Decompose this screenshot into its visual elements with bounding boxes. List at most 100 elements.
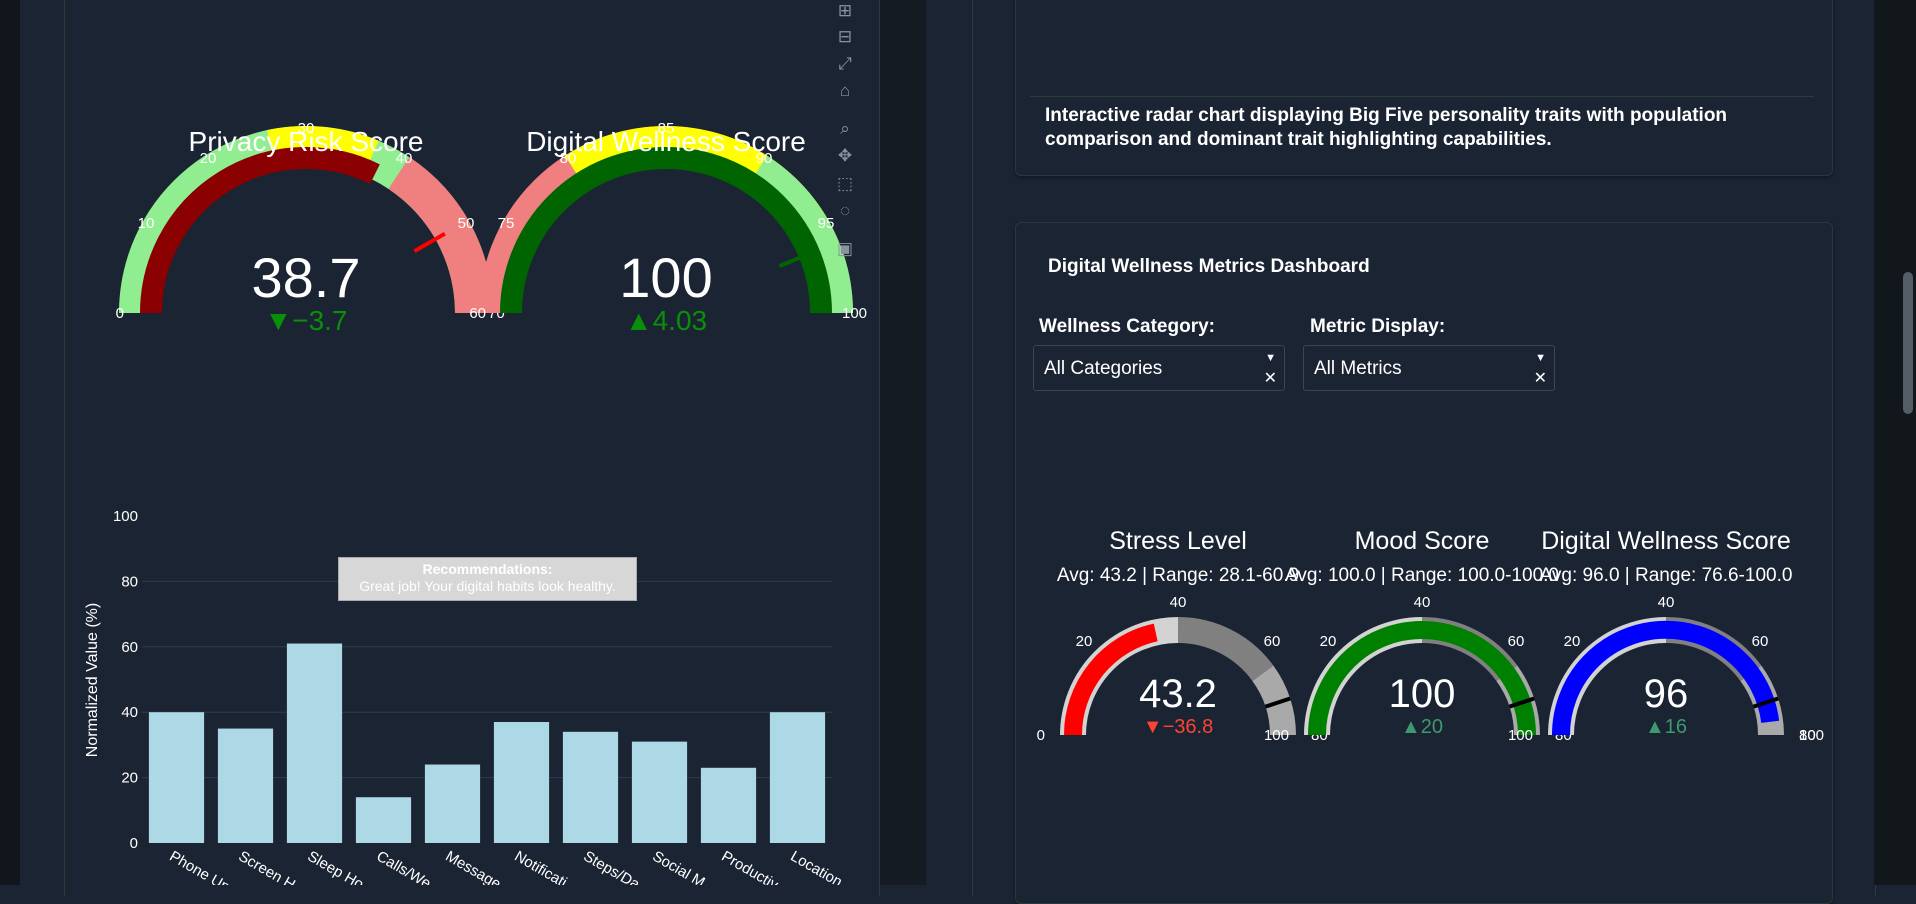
gauge-value: 100 bbox=[1389, 672, 1456, 716]
gauge-subtitle: Avg: 100.0 | Range: 100.0-100.0 bbox=[1285, 565, 1559, 586]
bar[interactable] bbox=[148, 712, 205, 843]
gauge-value: 43.2 bbox=[1139, 672, 1217, 716]
gauge-value: 38.7 bbox=[252, 246, 361, 309]
gauge-title: Mood Score bbox=[1355, 527, 1490, 555]
autoscale-icon[interactable]: ⤢ bbox=[838, 54, 852, 73]
gauge-band-mid bbox=[1177, 617, 1274, 682]
lasso-select-icon[interactable]: ◌ bbox=[839, 201, 851, 220]
bar[interactable] bbox=[286, 643, 343, 843]
zoom-in-icon[interactable]: ⊞ bbox=[837, 1, 853, 20]
dashboard-gauge: Digital Wellness Score Avg: 96.0 | Range:… bbox=[1508, 527, 1824, 744]
gauge-tick: 80 bbox=[560, 150, 577, 167]
pan-icon[interactable]: ✥ bbox=[837, 146, 853, 165]
gauge-title: Stress Level bbox=[1109, 527, 1247, 555]
gauge-title: Digital Wellness Score bbox=[526, 126, 806, 157]
gauge-tick: 40 bbox=[1414, 594, 1431, 611]
panel-gutter bbox=[880, 0, 926, 885]
gauge-tick: 40 bbox=[396, 150, 413, 167]
bar[interactable] bbox=[424, 764, 481, 843]
gauge-tick: 100 bbox=[1799, 727, 1824, 744]
box-select-icon[interactable]: ⬚ bbox=[836, 174, 854, 193]
x-tick-label: Steps/Da bbox=[581, 848, 644, 885]
gauge-tick: 60 bbox=[469, 305, 486, 322]
radar-chart-card bbox=[1015, 0, 1833, 176]
wellness-category-label: Wellness Category: bbox=[1039, 316, 1215, 337]
x-tick-label: Message bbox=[443, 848, 504, 885]
reset-axes-icon[interactable]: ⌂ bbox=[839, 81, 851, 100]
gauge-delta: ▲4.03 bbox=[625, 305, 707, 336]
gauge-value-bar bbox=[1064, 623, 1158, 736]
gauge-tick: 40 bbox=[1170, 594, 1187, 611]
scrollbar-thumb[interactable] bbox=[1903, 272, 1913, 414]
tooltip-text: Great job! Your digital habits look heal… bbox=[359, 578, 616, 594]
x-tick-label: Social M bbox=[650, 848, 708, 885]
bar[interactable] bbox=[631, 741, 688, 843]
gauge-value: 96 bbox=[1644, 672, 1689, 716]
gauge-value-bar bbox=[1308, 621, 1536, 736]
clear-icon[interactable]: ✕ bbox=[1533, 370, 1547, 387]
camera-icon[interactable]: ▣ bbox=[836, 239, 854, 258]
gauge-tick: 0 bbox=[1037, 727, 1045, 744]
zoom-out-icon[interactable]: ⊟ bbox=[837, 27, 853, 46]
gauge-tick: 30 bbox=[298, 120, 315, 137]
gauge-value-bar bbox=[1551, 620, 1780, 736]
clear-icon[interactable]: ✕ bbox=[1263, 370, 1277, 387]
bar[interactable] bbox=[562, 731, 619, 843]
gauge-tick: 20 bbox=[1320, 633, 1337, 650]
bar[interactable] bbox=[493, 722, 550, 843]
bar[interactable] bbox=[700, 767, 757, 843]
gauge-tick: 60 bbox=[1264, 633, 1281, 650]
gauge-tick: 60 bbox=[1752, 633, 1769, 650]
tooltip-title: Recommendations: bbox=[422, 561, 553, 577]
radar-card-description: Interactive radar chart displaying Big F… bbox=[1045, 105, 1728, 150]
x-tick-label: Phone Un bbox=[167, 848, 233, 885]
gauge-tick: 60 bbox=[1508, 633, 1525, 650]
x-tick-label: Screen H bbox=[236, 848, 299, 885]
bar[interactable] bbox=[355, 797, 412, 843]
left-gauges-chart: Privacy Risk Score 38.7 ▼−3.7 0 10 20 30… bbox=[116, 120, 867, 336]
recommendations-tooltip: Recommendations: Great job! Your digital… bbox=[338, 557, 637, 601]
gauge-tick: 75 bbox=[498, 215, 515, 232]
chart-x-ticks: Phone Un Screen H Sleep Ho Calls/We Message N… bbox=[167, 848, 846, 885]
gauge-tick: 95 bbox=[818, 215, 835, 232]
wellness-dashboard-card bbox=[1015, 222, 1833, 904]
gauge-delta: ▼−36.8 bbox=[1143, 716, 1213, 738]
y-tick-label: 40 bbox=[121, 704, 138, 721]
scrollbar-track[interactable] bbox=[1874, 0, 1916, 885]
wellness-category-select[interactable]: All Categories ▼ ✕ bbox=[1033, 345, 1285, 391]
chart-bars bbox=[148, 643, 826, 843]
dashboard-title: Digital Wellness Metrics Dashboard bbox=[1048, 256, 1370, 277]
x-tick-label: Notificati bbox=[512, 848, 570, 885]
select-value: All Categories bbox=[1044, 358, 1163, 379]
card-divider bbox=[1030, 96, 1814, 97]
metric-display-select[interactable]: All Metrics ▼ ✕ bbox=[1303, 345, 1555, 391]
x-tick-label: Sleep Ho bbox=[305, 848, 367, 885]
dashboard-gauge: Stress Level Avg: 43.2 | Range: 28.1-60.9… bbox=[1037, 527, 1328, 744]
gauge-tick: 20 bbox=[1076, 633, 1093, 650]
gauge-tick: 90 bbox=[756, 150, 773, 167]
zoom-icon[interactable]: ⌕ bbox=[840, 119, 850, 138]
dropdown-arrow-icon[interactable]: ▼ bbox=[1265, 352, 1276, 364]
dropdown-arrow-icon[interactable]: ▼ bbox=[1535, 352, 1546, 364]
digital-wellness-gauge: Digital Wellness Score 100 ▲4.03 60 75 8… bbox=[469, 120, 867, 336]
gauge-tick: 0 bbox=[116, 305, 124, 322]
gauge-value: 100 bbox=[619, 246, 712, 309]
window-edge bbox=[0, 0, 20, 885]
y-tick-label: 100 bbox=[113, 508, 138, 525]
gauge-title: Privacy Risk Score bbox=[189, 126, 424, 157]
gauge-title: Digital Wellness Score bbox=[1541, 527, 1791, 555]
gauge-tick: 100 bbox=[842, 305, 867, 322]
privacy-risk-gauge: Privacy Risk Score 38.7 ▼−3.7 0 10 20 30… bbox=[116, 120, 505, 336]
wellness-bar-chart: 0 20 40 60 80 100 Phone Un Screen H Sleep Ho Cal… bbox=[84, 508, 846, 885]
dashboard-gauges-chart: Stress Level Avg: 43.2 | Range: 28.1-60.9… bbox=[1037, 527, 1824, 744]
bar[interactable] bbox=[217, 728, 274, 843]
x-tick-label: Location bbox=[788, 848, 846, 885]
gauge-tick: 40 bbox=[1658, 594, 1675, 611]
gauge-threshold bbox=[1752, 696, 1779, 709]
y-tick-label: 60 bbox=[121, 639, 138, 656]
dashboard-gauge: Mood Score Avg: 100.0 | Range: 100.0-100.… bbox=[1264, 527, 1572, 744]
bar[interactable] bbox=[769, 712, 826, 843]
select-value: All Metrics bbox=[1314, 358, 1402, 379]
y-tick-label: 0 bbox=[130, 835, 138, 852]
gauge-tick: 80 bbox=[1799, 727, 1816, 744]
